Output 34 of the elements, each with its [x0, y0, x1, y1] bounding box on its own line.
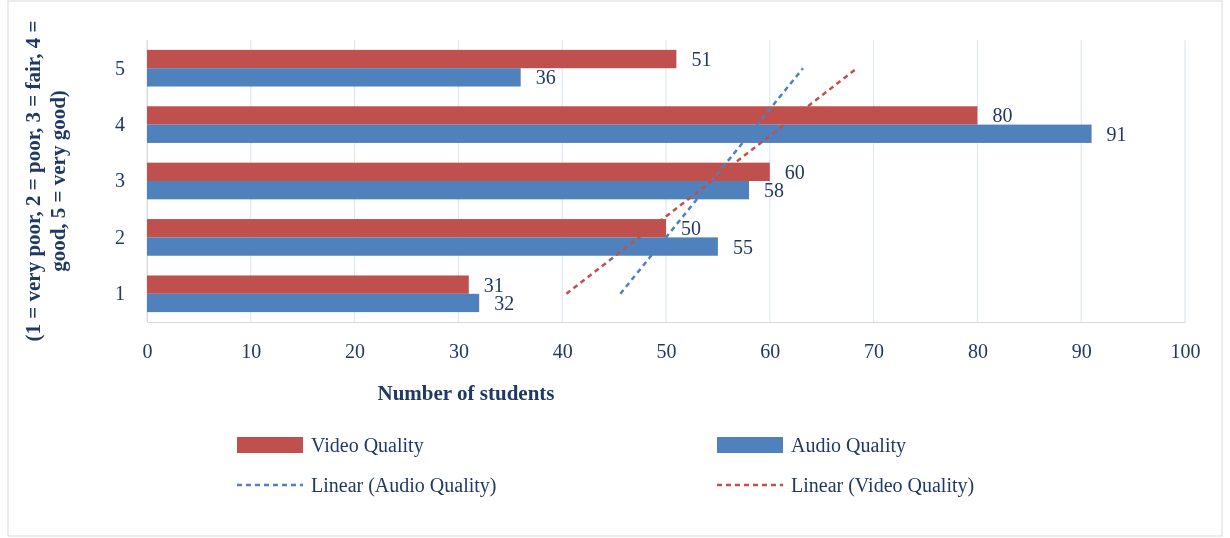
x-tick-label: 10 [241, 340, 262, 363]
bar [147, 68, 521, 87]
x-tick-label: 90 [1071, 340, 1092, 363]
legend-label: Video Quality [311, 434, 424, 457]
y-tick-label: 5 [115, 56, 125, 79]
bar [147, 275, 469, 294]
data-label: 50 [681, 217, 701, 240]
data-label: 55 [732, 235, 753, 258]
x-tick-label: 70 [864, 340, 885, 363]
legend-label: Linear (Audio Quality) [311, 474, 497, 497]
legend-label: Audio Quality [791, 434, 906, 457]
y-tick-label: 2 [115, 225, 125, 248]
y-tick-label: 3 [115, 169, 125, 192]
data-label: 36 [535, 66, 556, 89]
data-label: 91 [1106, 122, 1127, 145]
x-tick-label: 20 [345, 340, 366, 363]
x-tick-label: 100 [1170, 340, 1201, 363]
y-axis-title: (1 = very poor, 2 = poor, 3 = fair, 4 = good, 5 = very good) [21, 20, 70, 342]
x-tick-label: 40 [552, 340, 573, 363]
x-tick-label: 30 [448, 340, 469, 363]
bar [147, 293, 480, 313]
bar [147, 49, 677, 69]
data-label: 58 [764, 179, 785, 202]
x-axis-title: Number of students [377, 381, 555, 405]
data-label: 60 [784, 160, 805, 183]
y-tick-label: 4 [115, 113, 125, 135]
x-tick-label: 50 [656, 340, 677, 363]
y-tick-label: 1 [115, 282, 125, 305]
data-label: 51 [691, 48, 712, 71]
legend-label: Linear (Video Quality) [791, 474, 975, 497]
x-tick-label: 80 [967, 340, 988, 363]
data-label: 80 [992, 104, 1013, 127]
x-tick-label: 60 [760, 340, 781, 363]
x-tick-label: 0 [142, 340, 153, 363]
